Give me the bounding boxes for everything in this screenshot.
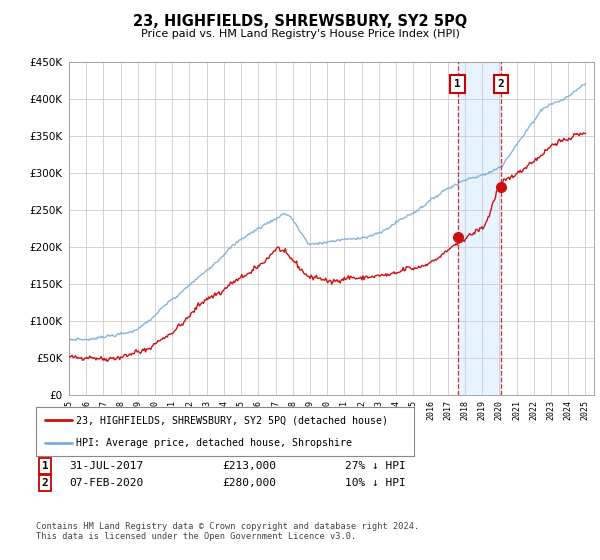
Text: 2: 2 xyxy=(497,79,504,89)
Text: 23, HIGHFIELDS, SHREWSBURY, SY2 5PQ: 23, HIGHFIELDS, SHREWSBURY, SY2 5PQ xyxy=(133,14,467,29)
Text: 31-JUL-2017: 31-JUL-2017 xyxy=(69,461,143,471)
Text: Contains HM Land Registry data © Crown copyright and database right 2024.
This d: Contains HM Land Registry data © Crown c… xyxy=(36,522,419,542)
Text: 27% ↓ HPI: 27% ↓ HPI xyxy=(345,461,406,471)
Text: 10% ↓ HPI: 10% ↓ HPI xyxy=(345,478,406,488)
Text: 1: 1 xyxy=(454,79,461,89)
Text: 2: 2 xyxy=(41,478,49,488)
Text: £280,000: £280,000 xyxy=(222,478,276,488)
Text: HPI: Average price, detached house, Shropshire: HPI: Average price, detached house, Shro… xyxy=(76,438,352,448)
Text: 23, HIGHFIELDS, SHREWSBURY, SY2 5PQ (detached house): 23, HIGHFIELDS, SHREWSBURY, SY2 5PQ (det… xyxy=(76,416,388,426)
Text: Price paid vs. HM Land Registry's House Price Index (HPI): Price paid vs. HM Land Registry's House … xyxy=(140,29,460,39)
Text: 07-FEB-2020: 07-FEB-2020 xyxy=(69,478,143,488)
Text: £213,000: £213,000 xyxy=(222,461,276,471)
Bar xyxy=(458,62,501,395)
Text: 1: 1 xyxy=(41,461,49,471)
